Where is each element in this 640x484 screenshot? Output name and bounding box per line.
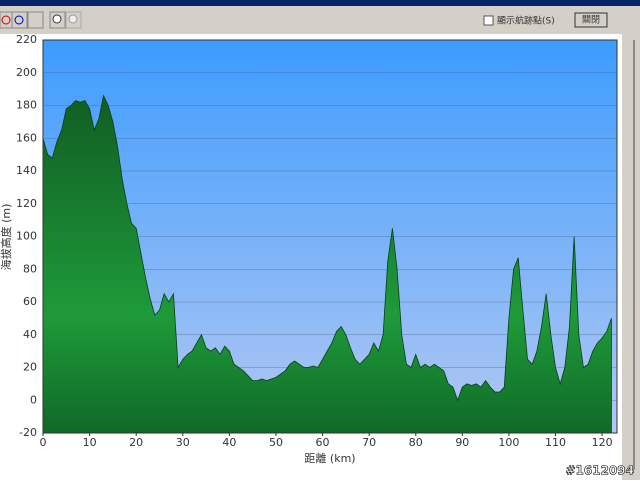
close-button[interactable]: [574, 12, 608, 28]
checkbox[interactable]: [483, 15, 494, 26]
checkbox-label: 顯示航跡點(S): [497, 15, 555, 27]
x-tick-label: 70: [362, 436, 376, 449]
y-tick-label: 180: [16, 99, 37, 112]
y-tick-label: 140: [16, 164, 37, 177]
toolbar-buttons[interactable]: [0, 11, 82, 29]
y-tick-label: 0: [30, 393, 37, 406]
x-tick-label: 120: [592, 436, 613, 449]
x-tick-label: 80: [409, 436, 423, 449]
y-tick-label: 220: [16, 33, 37, 46]
x-tick-label: 50: [269, 436, 283, 449]
y-axis-label: 海拔高度 (m): [0, 204, 13, 271]
tool-icon: [52, 14, 62, 24]
x-tick-label: 40: [222, 436, 236, 449]
x-tick-label: 110: [545, 436, 566, 449]
y-tick-label: 20: [23, 361, 37, 374]
x-tick-label: 20: [129, 436, 143, 449]
title-bar: [0, 0, 640, 6]
tool-icon: [68, 14, 78, 24]
tool-icon: [14, 15, 24, 25]
x-tick-label: 0: [40, 436, 47, 449]
y-tick-label: 100: [16, 230, 37, 243]
x-tick-label: 30: [176, 436, 190, 449]
y-tick-label: 60: [23, 295, 37, 308]
x-tick-label: 100: [498, 436, 519, 449]
y-tick-label: 40: [23, 328, 37, 341]
y-tick-label: 160: [16, 131, 37, 144]
close-button-label: 關閉: [582, 15, 600, 26]
plot-frame: [42, 39, 618, 434]
toolbar: [0, 6, 640, 34]
side-panel: [622, 34, 640, 480]
x-tick-label: 10: [83, 436, 97, 449]
watermark: #1612094: [565, 464, 634, 478]
tool-button[interactable]: [11, 11, 28, 29]
y-tick-label: 120: [16, 197, 37, 210]
x-tick-label: 90: [455, 436, 469, 449]
y-tick-label: 200: [16, 66, 37, 79]
x-axis-label: 距離 (km): [304, 451, 355, 465]
tool-button[interactable]: [27, 11, 44, 29]
x-tick-label: 60: [316, 436, 330, 449]
tool-icon: [1, 15, 11, 25]
y-tick-label: -20: [19, 426, 37, 439]
y-tick-label: 80: [23, 262, 37, 275]
elevation-area: [42, 94, 612, 434]
